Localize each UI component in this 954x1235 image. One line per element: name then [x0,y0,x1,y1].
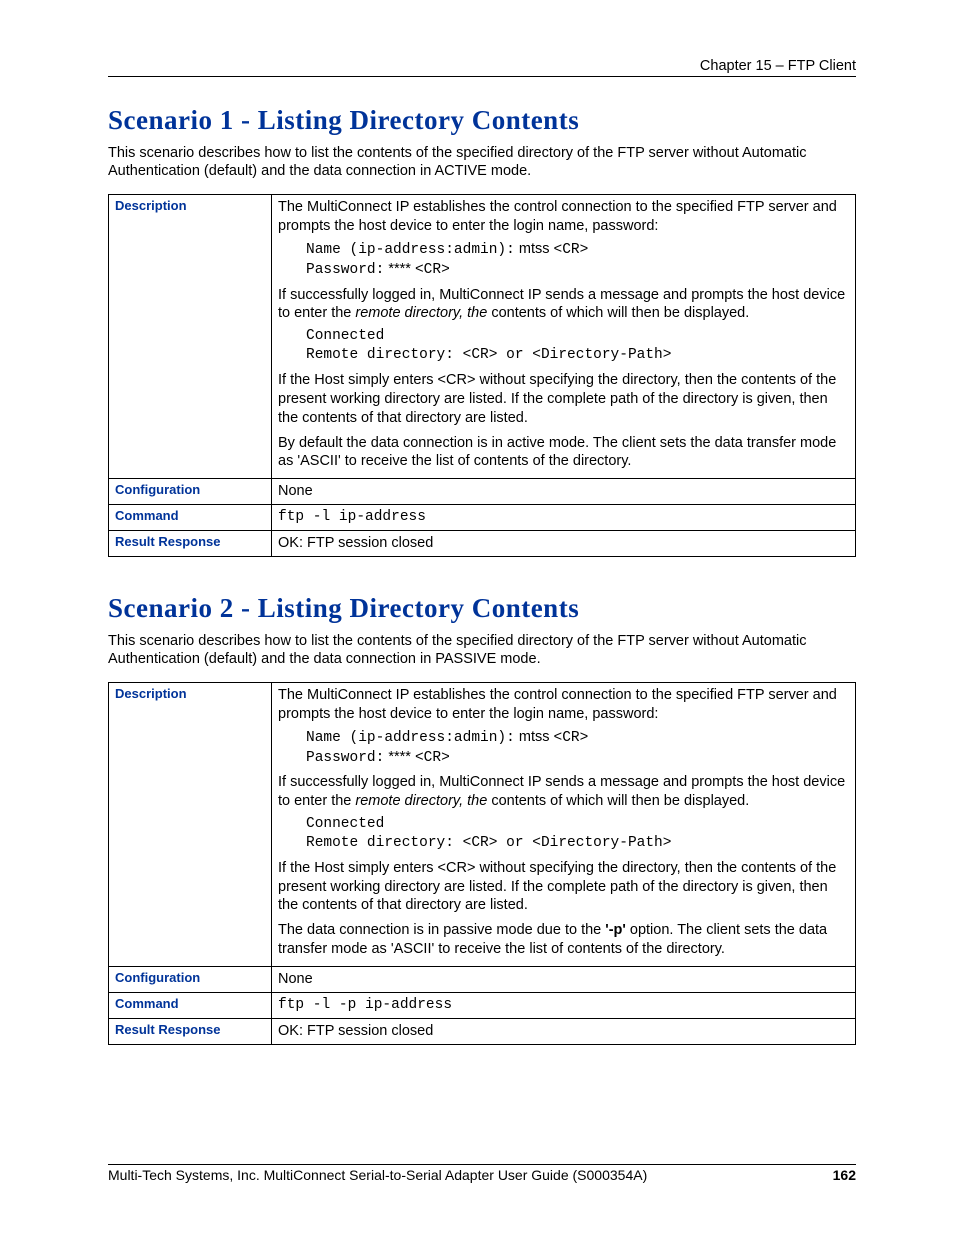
code-block: Name (ip-address:admin): mtss <CR> Passw… [278,728,849,768]
desc-paragraph: If the Host simply enters <CR> without s… [278,371,849,428]
table-row: Command ftp -l -p ip-address [109,992,856,1018]
result-value: OK: FTP session closed [272,1018,856,1044]
desc-paragraph: The data connection is in passive mode d… [278,921,849,959]
desc-paragraph: The MultiConnect IP establishes the cont… [278,686,849,724]
code-text: **** [388,749,415,765]
table-row: Description The MultiConnect IP establis… [109,683,856,967]
desc-text: contents of which will then be displayed… [491,793,749,809]
code-text: <CR> [415,262,450,278]
desc-paragraph: The MultiConnect IP establishes the cont… [278,198,849,236]
code-text: Name (ip-address:admin): [306,242,515,258]
desc-text: contents of which will then be displayed… [491,305,749,321]
result-value: OK: FTP session closed [272,530,856,556]
desc-paragraph: If successfully logged in, MultiConnect … [278,286,849,324]
scenario-2-table: Description The MultiConnect IP establis… [108,682,856,1045]
description-cell: The MultiConnect IP establishes the cont… [272,195,856,479]
code-text: <CR> [554,730,589,746]
code-text: **** [388,261,415,277]
desc-paragraph: If the Host simply enters <CR> without s… [278,859,849,916]
configuration-label: Configuration [109,479,272,505]
code-line: Connected [306,327,849,346]
page-header: Chapter 15 – FTP Client [108,58,856,77]
page: Chapter 15 – FTP Client Scenario 1 - Lis… [0,0,954,1235]
table-row: Result Response OK: FTP session closed [109,1018,856,1044]
code-text: mtss [519,241,550,257]
table-row: Description The MultiConnect IP establis… [109,195,856,479]
code-text: Name (ip-address:admin): [306,730,515,746]
code-line: Remote directory: <CR> or <Directory-Pat… [306,834,849,853]
desc-text-bold: '-p' [605,922,626,938]
description-label: Description [109,683,272,967]
table-row: Configuration None [109,966,856,992]
desc-text-italic: remote directory, the [355,305,491,321]
description-cell: The MultiConnect IP establishes the cont… [272,683,856,967]
configuration-label: Configuration [109,966,272,992]
chapter-title: Chapter 15 – FTP Client [700,58,856,74]
page-number: 162 [833,1167,856,1183]
code-text: Password: [306,750,384,766]
desc-text: The data connection is in passive mode d… [278,922,605,938]
scenario-2-title: Scenario 2 - Listing Directory Contents [108,593,856,624]
code-text: <CR> [415,750,450,766]
scenario-1-table: Description The MultiConnect IP establis… [108,194,856,557]
command-label: Command [109,992,272,1018]
code-text: Password: [306,262,384,278]
code-line: Connected [306,815,849,834]
command-value: ftp -l ip-address [272,505,856,531]
result-label: Result Response [109,530,272,556]
code-line: Remote directory: <CR> or <Directory-Pat… [306,346,849,365]
table-row: Configuration None [109,479,856,505]
page-footer: Multi-Tech Systems, Inc. MultiConnect Se… [108,1164,856,1183]
scenario-2-intro: This scenario describes how to list the … [108,632,856,668]
code-block: Name (ip-address:admin): mtss <CR> Passw… [278,240,849,280]
desc-paragraph: By default the data connection is in act… [278,434,849,472]
description-label: Description [109,195,272,479]
table-row: Result Response OK: FTP session closed [109,530,856,556]
code-text: <CR> [554,242,589,258]
code-block: Connected Remote directory: <CR> or <Dir… [278,327,849,365]
desc-text-italic: remote directory, the [355,793,491,809]
footer-text: Multi-Tech Systems, Inc. MultiConnect Se… [108,1167,647,1183]
configuration-value: None [272,479,856,505]
scenario-1-title: Scenario 1 - Listing Directory Contents [108,105,856,136]
desc-paragraph: If successfully logged in, MultiConnect … [278,773,849,811]
command-value: ftp -l -p ip-address [272,992,856,1018]
scenario-1-intro: This scenario describes how to list the … [108,144,856,180]
configuration-value: None [272,966,856,992]
code-text: mtss [519,729,550,745]
code-block: Connected Remote directory: <CR> or <Dir… [278,815,849,853]
result-label: Result Response [109,1018,272,1044]
command-label: Command [109,505,272,531]
table-row: Command ftp -l ip-address [109,505,856,531]
